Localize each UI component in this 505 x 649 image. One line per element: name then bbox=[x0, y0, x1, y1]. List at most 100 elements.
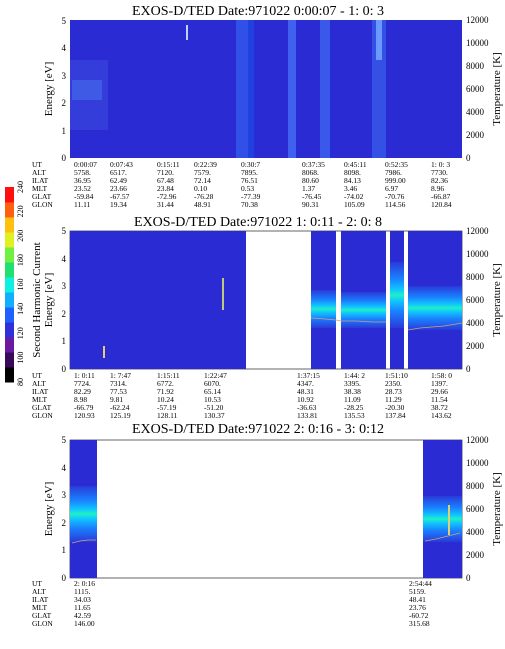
ephemeris-row-label: UT bbox=[32, 579, 42, 588]
ephemeris-value: 62.49 bbox=[110, 176, 127, 185]
ephemeris-value: 2: 0:16 bbox=[74, 579, 95, 588]
ephemeris-value: 7986. bbox=[385, 168, 402, 177]
ephemeris-value: 0:30:7 bbox=[241, 160, 260, 169]
panel-2-ytick-right: 2000 bbox=[466, 341, 485, 351]
ephemeris-value: 130.37 bbox=[204, 411, 225, 420]
colorbar-cell bbox=[5, 292, 14, 308]
panel-2-ytick: 5 bbox=[62, 226, 67, 236]
panel-3-ytick: 5 bbox=[62, 435, 67, 445]
ephemeris-value: -59.84 bbox=[74, 192, 94, 201]
colorbar-cells bbox=[5, 187, 14, 383]
ephemeris-value: 76.51 bbox=[241, 176, 258, 185]
colorbar-tick-label: 100 bbox=[16, 352, 25, 364]
ephemeris-value: 42.59 bbox=[74, 611, 91, 620]
ephemeris-row-label: ILAT bbox=[32, 595, 49, 604]
ephemeris-value: 9.81 bbox=[110, 395, 123, 404]
ephemeris-value: 0.10 bbox=[194, 184, 207, 193]
ephemeris-value: 7314. bbox=[110, 379, 127, 388]
ephemeris-value: -66.79 bbox=[74, 403, 94, 412]
colorbar-tick-label: 180 bbox=[16, 254, 25, 266]
panel-3-ytick: 0 bbox=[62, 573, 67, 583]
panel-3-segment-b bbox=[423, 440, 462, 578]
panel-2-ytick: 2 bbox=[62, 309, 67, 319]
panel-1-title: EXOS-D/TED Date:971022 0:00:07 - 1: 0: 3 bbox=[132, 4, 384, 19]
panel-1-ytick: 2 bbox=[62, 98, 67, 108]
panel-3-ylabel-right: Temperature [K] bbox=[491, 472, 503, 545]
ephemeris-value: 10.24 bbox=[157, 395, 174, 404]
ephemeris-row-label: GLON bbox=[32, 200, 53, 209]
ephemeris-value: 11.11 bbox=[74, 200, 91, 209]
panel-2-ytick: 0 bbox=[62, 364, 67, 374]
panel-1-ytick: 4 bbox=[62, 43, 67, 53]
ephemeris-value: 10.53 bbox=[204, 395, 221, 404]
ephemeris-value: 2350. bbox=[385, 379, 402, 388]
ephemeris-value: 0.53 bbox=[241, 184, 254, 193]
ephemeris-value: 23.84 bbox=[157, 184, 174, 193]
ephemeris-value: 1.37 bbox=[302, 184, 315, 193]
ephemeris-row-label: GLAT bbox=[32, 192, 52, 201]
ephemeris-value: 1:44: 2 bbox=[344, 371, 365, 380]
panel-1-yaxis-left: 0 1 2 3 4 5 Energy [eV] bbox=[43, 16, 67, 163]
ephemeris-value: 0:22:39 bbox=[194, 160, 217, 169]
colorbar-tick-label: 160 bbox=[16, 279, 25, 291]
panel-2-segment-b bbox=[311, 231, 336, 369]
ephemeris-value: 1:37:15 bbox=[297, 371, 320, 380]
panel-1-yaxis-right: 0 2000 4000 6000 8000 10000 12000 Temper… bbox=[466, 15, 503, 163]
ephemeris-value: -36.63 bbox=[297, 403, 317, 412]
panel-2-segment-a bbox=[70, 231, 246, 369]
ephemeris-value: -60.72 bbox=[409, 611, 429, 620]
panel-2-segment-e bbox=[407, 231, 463, 369]
panel-3-plot-frame bbox=[69, 439, 463, 579]
ephemeris-value: 0:52:35 bbox=[385, 160, 408, 169]
ephemeris-row-label: UT bbox=[32, 160, 42, 169]
ephemeris-value: -70.76 bbox=[385, 192, 405, 201]
panel-1: EXOS-D/TED Date:971022 0:00:07 - 1: 0: 3… bbox=[32, 4, 503, 209]
ephemeris-value: -66.87 bbox=[431, 192, 451, 201]
panel-3-ytick-right: 10000 bbox=[466, 458, 489, 468]
ephemeris-value: 133.81 bbox=[297, 411, 318, 420]
ephemeris-value: 0:45:11 bbox=[344, 160, 367, 169]
panel-2-ytick-right: 8000 bbox=[466, 272, 485, 282]
ephemeris-value: 1:15:11 bbox=[157, 371, 180, 380]
ephemeris-value: 7120. bbox=[157, 168, 174, 177]
colorbar-cell bbox=[5, 232, 14, 248]
ephemeris-value: -74.02 bbox=[344, 192, 364, 201]
ephemeris-value: 3.46 bbox=[344, 184, 357, 193]
ephemeris-value: 10.92 bbox=[297, 395, 314, 404]
panel-2-title: EXOS-D/TED Date:971022 1: 0:11 - 2: 0: 8 bbox=[134, 215, 382, 230]
ephemeris-value: 1: 0: 3 bbox=[431, 160, 450, 169]
ephemeris-value: -28.25 bbox=[344, 403, 364, 412]
panel-2-segment-d bbox=[390, 231, 404, 369]
ephemeris-value: 65.14 bbox=[204, 387, 221, 396]
ephemeris-value: 7579. bbox=[194, 168, 211, 177]
panel-2-ylabel-right: Temperature [K] bbox=[491, 263, 503, 336]
ephemeris-value: 7730. bbox=[431, 168, 448, 177]
colorbar-ticks: 80 100 120 140 160 180 200 220 240 bbox=[16, 181, 25, 386]
ephemeris-value: -67.57 bbox=[110, 192, 130, 201]
panel-3-yaxis-right: 0 2000 4000 6000 8000 10000 12000 Temper… bbox=[466, 435, 503, 583]
panel-3-ylabel: Energy [eV] bbox=[43, 482, 55, 536]
panel-1-ytick-right: 0 bbox=[466, 153, 471, 163]
ephemeris-value: 8068. bbox=[302, 168, 319, 177]
ephemeris-value: 135.53 bbox=[344, 411, 365, 420]
colorbar-cell bbox=[5, 247, 14, 263]
ephemeris-value: 143.62 bbox=[431, 411, 452, 420]
ephemeris-row-label: ILAT bbox=[32, 387, 49, 396]
panel-2-ytick-right: 6000 bbox=[466, 295, 485, 305]
ephemeris-row-label: MLT bbox=[32, 184, 48, 193]
panel-1-ytick-right: 8000 bbox=[466, 61, 485, 71]
panel-3-ytick: 3 bbox=[62, 490, 67, 500]
ephemeris-row-label: ALT bbox=[32, 587, 46, 596]
ephemeris-value: 1:58: 0 bbox=[431, 371, 452, 380]
panel-1-ytick: 1 bbox=[62, 126, 67, 136]
ephemeris-value: 7724. bbox=[74, 379, 91, 388]
ephemeris-value: 11.54 bbox=[431, 395, 448, 404]
panel-3-segment-a bbox=[70, 440, 97, 578]
panel-2-ylabel: Energy [eV] bbox=[43, 273, 55, 327]
ephemeris-value: 11.09 bbox=[344, 395, 361, 404]
ephemeris-value: 48.41 bbox=[409, 595, 426, 604]
ephemeris-row-label: UT bbox=[32, 371, 42, 380]
ephemeris-value: -62.24 bbox=[110, 403, 130, 412]
panel-1-ylabel: Energy [eV] bbox=[43, 62, 55, 116]
ephemeris-row-label: MLT bbox=[32, 603, 48, 612]
